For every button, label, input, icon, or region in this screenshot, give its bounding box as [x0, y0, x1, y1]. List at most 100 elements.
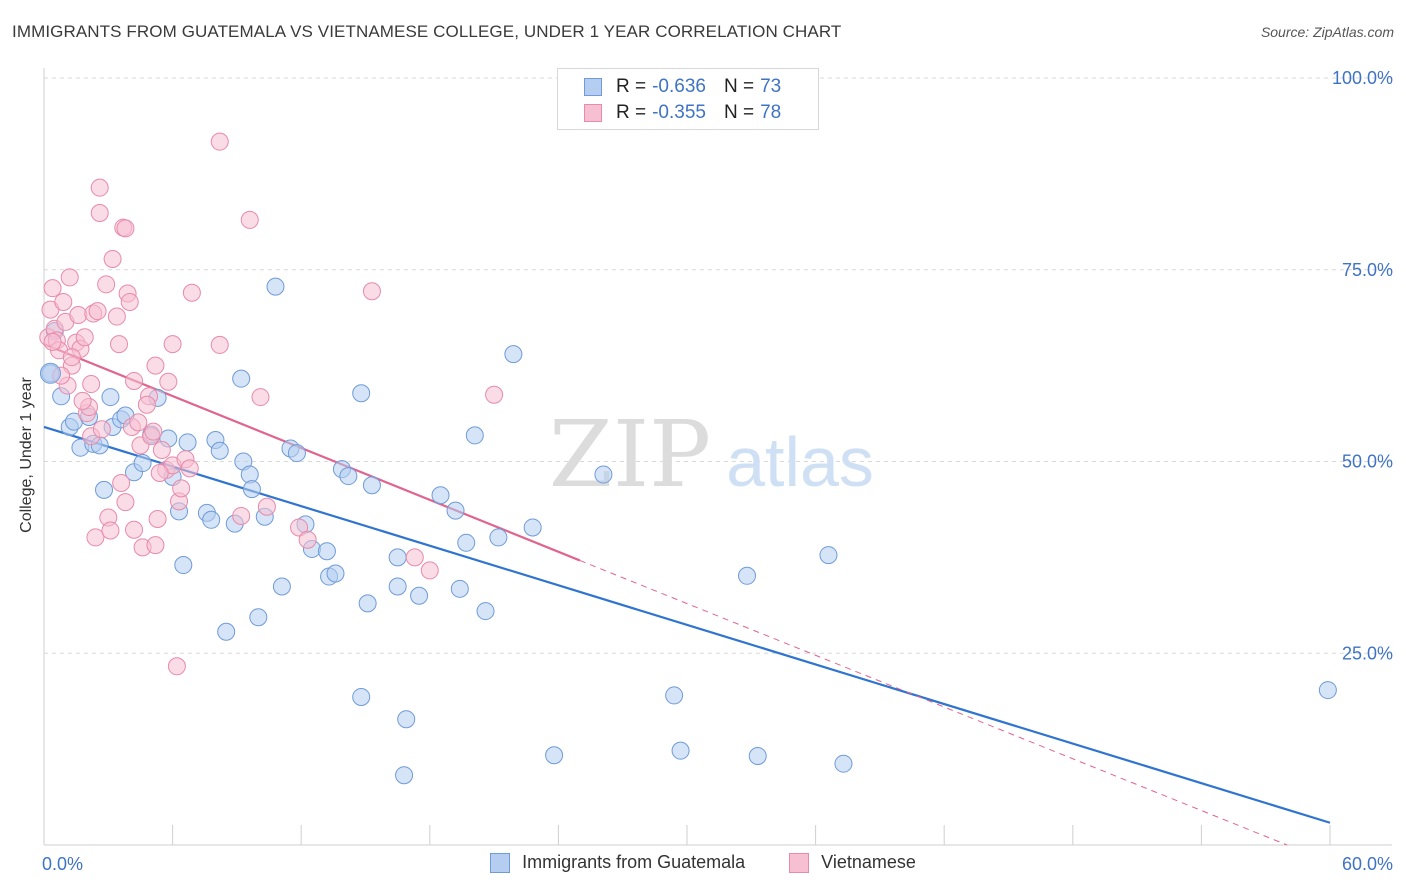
data-point-blue — [523, 518, 542, 537]
data-point-pink — [257, 497, 276, 516]
data-point-blue — [594, 465, 613, 484]
data-point-blue — [671, 741, 690, 760]
data-point-pink — [125, 371, 144, 390]
data-point-blue — [266, 277, 285, 296]
data-point-pink — [210, 335, 229, 354]
data-point-pink — [43, 332, 62, 351]
data-point-pink — [86, 528, 105, 547]
data-point-pink — [120, 292, 139, 311]
data-point-blue — [410, 586, 429, 605]
grid-lines — [44, 77, 1392, 654]
data-point-blue — [339, 467, 358, 486]
data-point-pink — [129, 413, 148, 432]
legend-r-value: -0.636 — [652, 76, 706, 97]
legend-r-label: R = — [616, 102, 647, 123]
series-legend-label: Immigrants from Guatemala — [522, 852, 746, 872]
data-point-blue — [395, 766, 414, 785]
data-point-blue — [545, 746, 564, 765]
y-tick-label: 100.0% — [1332, 68, 1393, 88]
legend-row-vietnamese: R = -0.355 N = 78 — [584, 101, 781, 125]
data-point-pink — [116, 493, 135, 512]
data-point-pink — [101, 521, 120, 540]
series-legend-guatemala: Immigrants from Guatemala — [490, 852, 745, 873]
data-point-blue — [457, 533, 476, 552]
data-point-pink — [405, 548, 424, 567]
legend-r-label: R = — [616, 76, 647, 97]
data-point-pink — [180, 459, 199, 478]
data-point-blue — [95, 480, 114, 499]
data-point-blue — [217, 622, 236, 641]
data-point-pink — [62, 348, 81, 367]
data-point-blue — [249, 608, 268, 627]
data-point-blue — [748, 747, 767, 766]
y-tick-label: 75.0% — [1342, 260, 1393, 280]
legend-row-guatemala: R = -0.636 N = 73 — [584, 75, 781, 99]
data-point-pink — [90, 203, 109, 222]
data-point-pink — [298, 530, 317, 549]
data-point-pink — [97, 275, 116, 294]
series-legend-vietnamese: Vietnamese — [789, 852, 916, 873]
data-point-pink — [54, 292, 73, 311]
data-point-blue — [202, 510, 221, 529]
data-point-pink — [75, 328, 94, 347]
stats-legend: R = -0.636 N = 73 R = -0.355 N = 78 — [557, 68, 819, 130]
x-tick-label: 60.0% — [1342, 854, 1393, 874]
y-tick-label: 50.0% — [1342, 452, 1393, 472]
data-point-blue — [431, 486, 450, 505]
data-point-pink — [163, 335, 182, 354]
data-point-blue — [397, 710, 416, 729]
data-point-blue — [178, 433, 197, 452]
data-point-pink — [110, 335, 129, 354]
data-point-pink — [103, 250, 122, 269]
data-point-pink — [210, 132, 229, 151]
data-point-blue — [210, 441, 229, 460]
source-credit: Source: ZipAtlas.com — [1260, 24, 1394, 40]
data-point-pink — [182, 283, 201, 302]
data-point-pink — [137, 395, 156, 414]
data-point-pink — [90, 178, 109, 197]
data-point-pink — [148, 510, 167, 529]
data-point-pink — [152, 440, 171, 459]
data-point-pink — [144, 422, 163, 441]
data-point-blue — [133, 454, 152, 473]
data-point-pink — [107, 307, 126, 326]
legend-n-label: N = — [723, 102, 755, 123]
data-point-pink — [60, 268, 79, 287]
series-swatch-pink — [789, 852, 810, 873]
data-point-blue — [738, 566, 757, 585]
data-point-pink — [150, 464, 169, 483]
data-point-pink — [73, 391, 92, 410]
data-point-pink — [125, 520, 144, 539]
legend-n-value: 78 — [760, 102, 782, 123]
data-point-pink — [240, 210, 259, 229]
data-point-pink — [362, 282, 381, 301]
watermark-zip: ZIP — [549, 401, 711, 508]
data-points — [39, 132, 1337, 785]
data-point-pink — [167, 657, 186, 676]
data-point-blue — [352, 687, 371, 706]
series-legend: Immigrants from Guatemala Vietnamese — [0, 852, 1406, 873]
data-point-blue — [388, 577, 407, 596]
data-point-pink — [69, 306, 88, 325]
data-point-pink — [251, 388, 270, 407]
data-point-blue — [476, 602, 495, 621]
data-point-blue — [1318, 681, 1337, 700]
trend-line-extension-pink — [579, 559, 1288, 846]
data-point-blue — [174, 556, 193, 575]
data-point-pink — [92, 420, 111, 439]
y-axis-label: College, Under 1 year — [18, 377, 35, 533]
data-point-pink — [172, 479, 191, 498]
data-point-blue-large — [39, 362, 61, 384]
data-point-blue — [232, 369, 251, 388]
data-point-pink — [116, 219, 135, 238]
data-point-blue — [665, 686, 684, 705]
legend-swatch-pink — [584, 104, 602, 122]
data-point-blue — [287, 444, 306, 463]
legend-n-value: 73 — [760, 76, 782, 97]
tick-labels: 100.0% 75.0% 50.0% 25.0% 0.0% 60.0% — [42, 68, 1393, 874]
data-point-blue — [101, 388, 120, 407]
legend-swatch-blue — [584, 78, 602, 96]
data-point-blue — [352, 384, 371, 403]
legend-r-value: -0.355 — [652, 102, 706, 123]
